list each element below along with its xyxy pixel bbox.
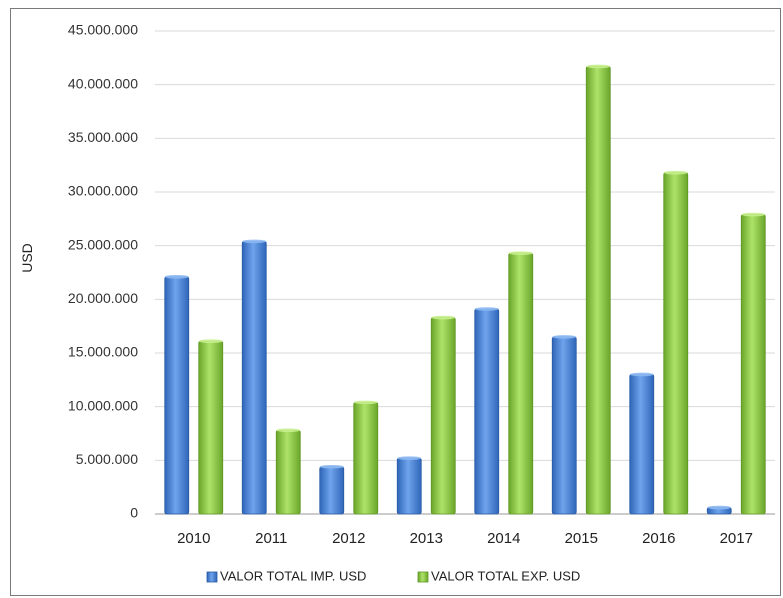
bar-cap: [397, 456, 422, 460]
bar-exp-2015: [585, 66, 611, 515]
x-axis-ticks: 2010 2011 2012 2013 2014 2015 2016 2017: [177, 530, 753, 547]
y-axis-ticks: 0 5.000.000 10.000.000 15.000.000 20.000.000…: [68, 22, 138, 521]
legend-swatch-imp: [206, 571, 218, 583]
bar-imp-2016: [629, 374, 655, 515]
y-tick-label: 15.000.000: [68, 344, 138, 360]
x-tick-label: 2015: [565, 530, 598, 547]
y-tick-label: 10.000.000: [68, 397, 138, 413]
y-tick-label: 45.000.000: [68, 22, 138, 38]
bar-cap: [474, 307, 499, 311]
y-tick-label: 20.000.000: [68, 290, 138, 306]
bar-cap: [164, 274, 189, 279]
bar-imp-2011: [241, 240, 267, 515]
y-tick-label: 25.000.000: [68, 236, 138, 252]
bar-cap: [552, 335, 577, 339]
bar-cap: [242, 239, 267, 244]
bar-cap: [586, 64, 611, 69]
bar-exp-2010: [198, 340, 224, 515]
bar-cap: [276, 428, 301, 433]
bar-imp-2013: [396, 457, 422, 515]
y-tick-label: 40.000.000: [68, 75, 138, 91]
y-tick-label: 5.000.000: [76, 451, 138, 467]
legend-swatch-exp: [417, 571, 429, 583]
bar-imp-2010: [164, 276, 190, 515]
x-tick-label: 2017: [720, 530, 753, 547]
bar-imp-2014: [474, 308, 500, 515]
x-tick-label: 2011: [255, 530, 287, 547]
bar-cap: [508, 251, 533, 255]
x-tick-label: 2012: [332, 530, 365, 547]
bar-exp-2012: [353, 401, 379, 515]
bar-cap: [198, 339, 223, 343]
legend-label-imp: VALOR TOTAL IMP. USD: [220, 568, 366, 583]
x-tick-label: 2013: [410, 530, 443, 547]
legend: VALOR TOTAL IMP. USD VALOR TOTAL EXP. USD: [206, 568, 580, 583]
bar-exp-2013: [430, 317, 456, 515]
bar-cap: [707, 505, 732, 510]
x-tick-label: 2016: [642, 530, 675, 547]
y-tick-label: 0: [130, 505, 138, 521]
y-tick-label: 35.000.000: [68, 129, 138, 145]
bar-exp-2016: [663, 172, 689, 515]
y-axis-title: USD: [19, 243, 35, 273]
bar-cap: [629, 372, 654, 377]
legend-label-exp: VALOR TOTAL EXP. USD: [431, 568, 580, 583]
bar-imp-2012: [319, 466, 345, 515]
bar-imp-2015: [551, 336, 577, 515]
x-tick-label: 2010: [177, 530, 210, 547]
y-tick-label: 30.000.000: [68, 183, 138, 199]
x-tick-label: 2014: [487, 530, 520, 547]
bar-cap: [319, 464, 344, 469]
bar-exp-2014: [508, 252, 534, 515]
bar-cap: [741, 212, 766, 217]
bar-cap: [353, 400, 378, 405]
bar-exp-2017: [740, 214, 766, 515]
bar-exp-2011: [275, 429, 301, 515]
bar-cap: [663, 170, 688, 175]
bar-cap: [431, 315, 456, 320]
bars: [164, 64, 766, 515]
